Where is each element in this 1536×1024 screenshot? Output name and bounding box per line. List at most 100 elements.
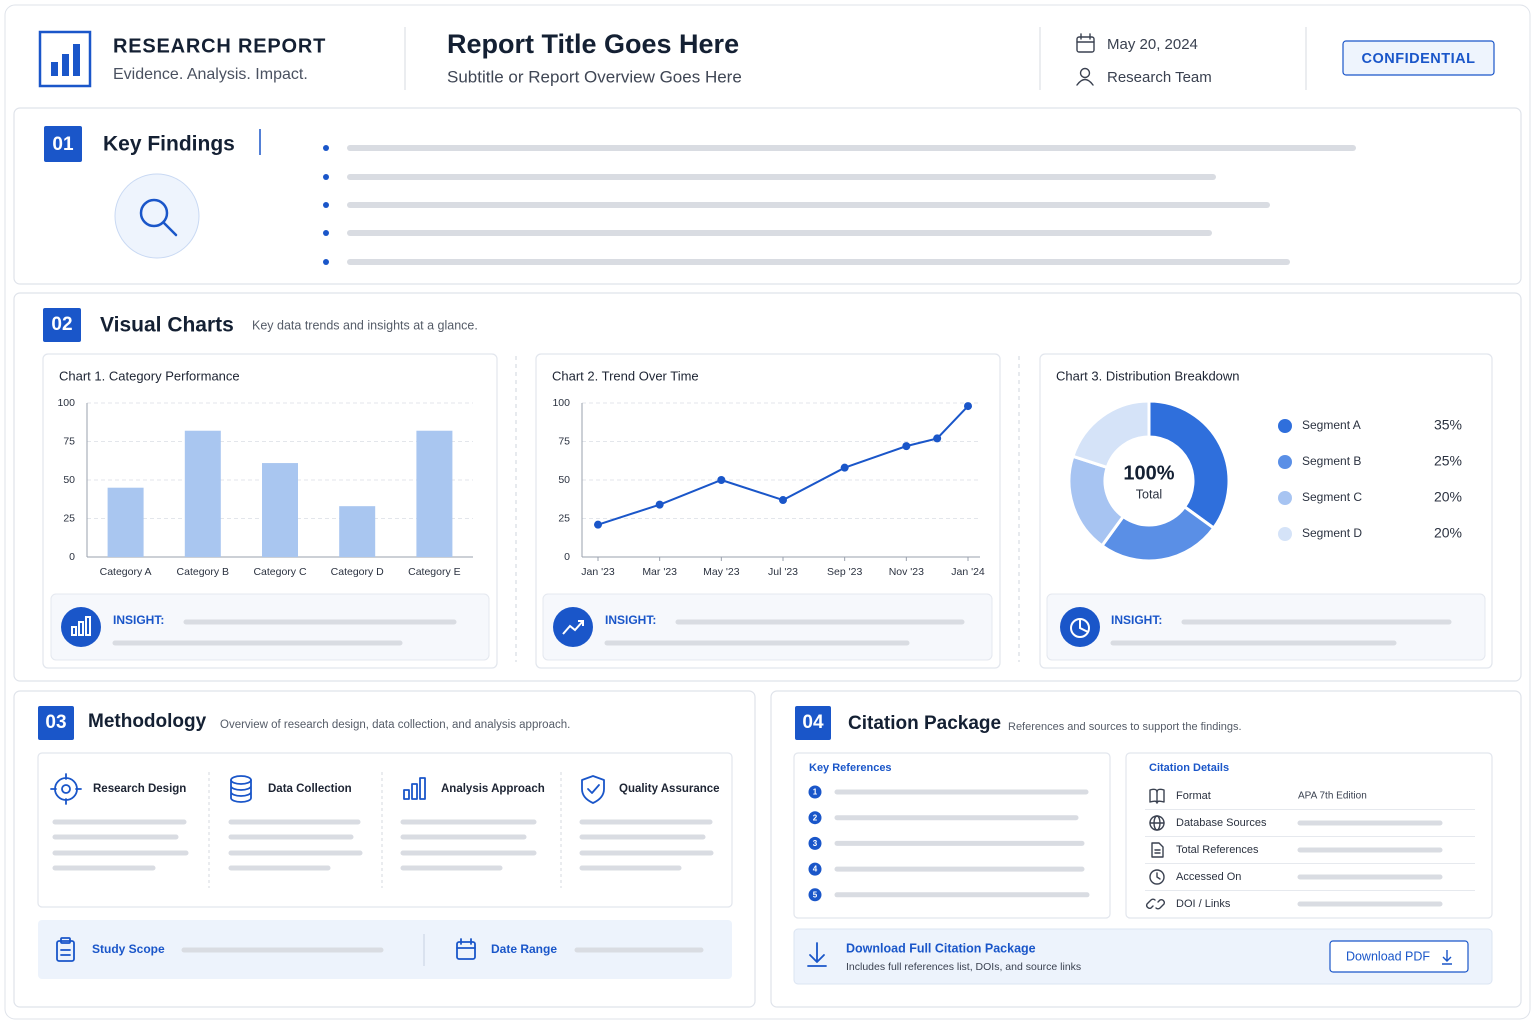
section-number-badge [38,706,74,740]
visual-charts-section: 02 Visual Charts Key data trends and ins… [13,292,1522,682]
calendar-icon [1076,33,1095,53]
reference-number-dot [808,811,822,825]
data-point [964,402,972,411]
x-tick-label: Jan '24 [951,566,985,578]
citation-section: 04 Citation Package References and sourc… [770,690,1522,1008]
shield-icon [581,775,605,804]
data-point [717,476,726,484]
x-tick-label: Jan '23 [581,566,615,578]
methodology-section: 03 Methodology Overview of research desi… [13,690,756,1008]
section-number: 04 [802,712,824,733]
detail-label: Accessed On [1176,871,1241,883]
chart-title: Chart 2. Trend Over Time [552,368,699,383]
report-author: Research Team [1107,69,1212,86]
references-title: Key References [809,762,892,774]
scope-box [38,920,732,979]
report-date: May 20, 2024 [1107,36,1198,53]
y-tick-label: 50 [63,474,75,486]
bar [339,506,376,557]
brand: RESEARCH REPORT [113,35,326,57]
section-description: References and sources to support the fi… [1008,721,1242,733]
chart-title: Chart 3. Distribution Breakdown [1056,368,1240,383]
download-note: Includes full references list, DOIs, and… [846,961,1081,973]
y-tick-label: 25 [63,512,75,524]
y-tick-label: 50 [558,474,570,486]
legend-swatch [1278,527,1292,541]
button-frame[interactable] [1329,940,1469,973]
clock-icon [1149,869,1165,885]
x-tick-label: Mar '23 [642,566,677,578]
download-box [793,928,1493,985]
legend-label: Segment C [1302,490,1362,504]
y-tick-label: 75 [63,435,75,447]
value-label: 35% [1434,417,1462,433]
reference-number: 5 [813,890,818,899]
download-button[interactable]: Download PDF [1329,940,1469,973]
section-number: 03 [45,712,66,733]
document-icon [1151,842,1164,858]
data-point [594,520,602,529]
section-title: Visual Charts [100,314,234,337]
scope-label: Study Scope [92,942,165,956]
database-icon [230,775,252,803]
report-title: Report Title Goes Here [447,29,739,59]
y-tick-label: 75 [558,435,570,447]
x-tick-label: Category D [331,566,385,578]
x-tick-label: Nov '23 [889,566,924,578]
section-number: 01 [52,134,74,155]
detail-label: Total References [1176,844,1259,856]
button-label[interactable]: Download PDF [1346,949,1430,963]
details-title: Citation Details [1149,762,1229,774]
x-tick-label: Category A [100,566,152,578]
bullet [323,174,329,180]
detail-value: APA 7th Edition [1298,791,1367,802]
section-title: Methodology [88,711,207,732]
method-label: Research Design [93,783,186,795]
reference-number: 3 [813,839,818,848]
insight-icon-glyph [1070,618,1090,638]
button-icon[interactable] [1442,950,1452,965]
value-label: 25% [1434,453,1462,469]
logo [38,30,92,88]
bar [107,487,144,557]
insight-label: INSIGHT: [1111,613,1162,627]
insight-label: INSIGHT: [605,613,656,627]
calendar-icon [456,938,476,960]
report-subtitle: Subtitle or Report Overview Goes Here [447,67,742,86]
data-point [902,442,911,451]
data-point [933,434,942,443]
insight-label: INSIGHT: [113,613,164,627]
center-label: 100% [1123,462,1174,484]
magnifier-circle [114,173,200,259]
y-tick-label: 100 [552,397,570,409]
reference-number-dot [808,888,822,902]
confidential-badge [1342,40,1495,76]
legend-swatch [1278,419,1292,433]
legend-label: Segment A [1302,418,1361,432]
tagline: Evidence. Analysis. Impact. [113,66,308,83]
bar [184,430,221,557]
section-number-badge [795,706,831,740]
value-label: 20% [1434,489,1462,505]
logo-bar [51,62,58,76]
detail-label: DOI / Links [1176,898,1231,910]
donut-slice [1147,399,1231,531]
data-point [655,500,664,509]
detail-label: Database Sources [1176,817,1267,829]
legend-label: Segment D [1302,526,1362,540]
book-icon [1149,788,1165,804]
header: RESEARCH REPORT Evidence. Analysis. Impa… [38,27,1495,90]
link-icon [1146,898,1165,910]
x-tick-label: Category B [177,566,230,578]
section-number-badge [43,308,81,342]
insight-icon [553,607,593,647]
method-label: Data Collection [268,783,352,795]
section-description: Key data trends and insights at a glance… [252,318,478,332]
bullet [323,230,329,236]
x-tick-label: Category C [253,566,307,578]
x-tick-label: Sep '23 [827,566,862,578]
method-label: Quality Assurance [619,783,720,795]
donut-slice [1071,399,1151,470]
